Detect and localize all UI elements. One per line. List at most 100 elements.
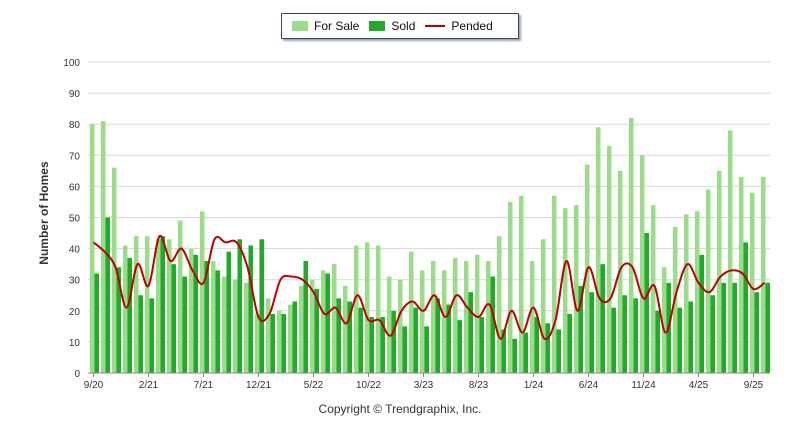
sold-bar — [171, 264, 176, 373]
sold-bar — [347, 301, 352, 373]
for-sale-bar — [716, 170, 722, 373]
sold-bar — [138, 295, 143, 373]
sold-bar — [468, 292, 473, 373]
x-tick-label: 4/25 — [689, 380, 709, 391]
x-tick-label: 11/24 — [631, 380, 656, 391]
for-sale-bar — [353, 245, 359, 373]
sold-bar — [622, 295, 627, 373]
for-sale-bar — [430, 261, 436, 373]
sold-bar — [732, 282, 737, 373]
sold-bar — [589, 292, 594, 373]
for-sale-bar — [276, 310, 282, 373]
for-sale-bar — [639, 155, 645, 373]
x-tick-label: 3/23 — [414, 380, 434, 391]
x-tick-label: 5/22 — [304, 380, 324, 391]
y-tick-label: 50 — [69, 214, 81, 225]
for-sale-bar — [562, 208, 568, 373]
for-sale-bar — [133, 236, 139, 373]
for-sale-bar — [760, 177, 766, 373]
y-tick-label: 90 — [69, 89, 81, 100]
y-tick-label: 0 — [74, 369, 80, 380]
for-sale-bar — [727, 130, 733, 373]
sold-bar — [237, 239, 242, 373]
sold-bar — [369, 317, 374, 373]
for-sale-bar — [210, 261, 216, 373]
sold-bar — [281, 313, 286, 373]
for-sale-bar — [320, 270, 326, 373]
sold-bar — [204, 261, 209, 373]
x-tick-label: 12/21 — [246, 380, 271, 391]
sold-bar — [567, 313, 572, 373]
x-tick-label: 10/22 — [356, 380, 381, 391]
legend-label-for-sale: For Sale — [314, 19, 360, 33]
legend-item-pended[interactable]: Pended — [425, 19, 493, 33]
sold-bar — [149, 298, 154, 373]
for-sale-bar — [683, 214, 689, 373]
legend-item-for-sale[interactable]: For Sale — [292, 19, 359, 33]
for-sale-bar — [529, 261, 535, 373]
legend-label-pended: Pended — [451, 19, 493, 33]
y-tick-label: 70 — [69, 151, 81, 162]
sold-bar — [688, 301, 693, 373]
sold-bar — [523, 332, 528, 373]
for-sale-bar — [100, 121, 106, 373]
for-sale-bar — [254, 313, 260, 373]
sold-bar — [677, 307, 682, 373]
sold-bar — [600, 264, 605, 373]
x-tick-label: 9/25 — [744, 380, 764, 391]
sold-bar — [457, 320, 462, 373]
sold-bar — [380, 317, 385, 373]
for-sale-bar — [221, 276, 227, 373]
for-sale-bar — [243, 282, 249, 373]
for-sale-bar — [188, 248, 194, 373]
sold-bar — [644, 233, 649, 373]
sold-bar — [446, 304, 451, 373]
for-sale-bar — [738, 177, 744, 373]
sold-bar — [721, 282, 726, 373]
for-sale-bar — [694, 211, 700, 373]
for-sale-bar — [111, 167, 117, 373]
legend-item-sold[interactable]: Sold — [369, 19, 415, 33]
y-tick-label: 60 — [69, 182, 81, 193]
for-sale-bar — [474, 254, 480, 373]
for-sale-bar — [144, 236, 150, 373]
sold-bar — [270, 313, 275, 373]
sold-bar — [182, 276, 187, 373]
sold-bar — [611, 307, 616, 373]
for-sale-bar — [540, 239, 546, 373]
for-sale-bar — [661, 267, 667, 373]
sold-bar — [127, 257, 132, 373]
for-sale-bar — [177, 220, 183, 373]
sold-bar — [358, 307, 363, 373]
axes: 0 10 20 30 40 50 60 70 80 90 100 9/20 2/21 7/21 12/21 5… — [63, 58, 770, 391]
for-sale-bar — [496, 236, 502, 373]
sold-bar — [248, 245, 253, 373]
sold-bar — [424, 326, 429, 373]
for-sale-bar — [199, 211, 205, 373]
for-sale-bar — [749, 192, 755, 373]
x-tick-label: 1/24 — [524, 380, 544, 391]
y-tick-label: 20 — [69, 307, 81, 318]
sold-bar — [193, 254, 198, 373]
legend: For Sale Sold Pended — [281, 13, 519, 39]
for-sale-bar — [573, 205, 579, 373]
for-sale-bar — [650, 205, 656, 373]
sold-bar — [325, 273, 330, 373]
sold-bar — [116, 267, 121, 373]
sold-bar — [578, 285, 583, 373]
sold-bar — [501, 329, 506, 373]
for-sale-bar — [232, 279, 238, 373]
sold-bar — [292, 301, 297, 373]
for-sale-bar — [89, 124, 95, 373]
y-tick-label: 30 — [69, 276, 81, 287]
for-sale-bar — [485, 261, 491, 373]
sold-bar — [226, 251, 231, 373]
x-tick-label: 9/20 — [84, 380, 104, 391]
for-sale-bar — [518, 195, 524, 373]
sold-bar — [556, 329, 561, 373]
sold-bar — [490, 276, 495, 373]
for-sale-bar — [463, 261, 469, 373]
sold-bar — [160, 236, 165, 373]
for-sale-bar — [298, 285, 304, 373]
for-sale-bar — [705, 189, 711, 373]
